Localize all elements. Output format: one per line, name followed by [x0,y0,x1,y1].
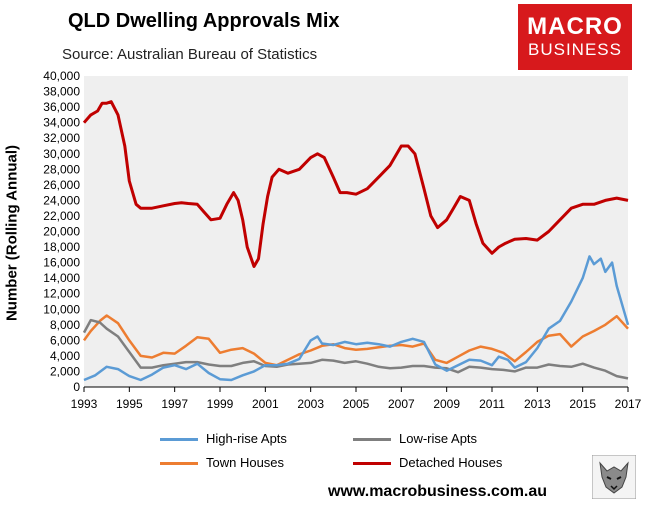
y-tick-label: 6,000 [50,333,80,347]
y-tick-label: 32,000 [43,131,80,145]
legend-swatch-low-rise [353,438,391,442]
series-line-high-rise-apts [83,255,630,382]
chart-source: Source: Australian Bureau of Statistics [62,46,318,63]
y-tick-label: 0 [73,380,80,394]
x-tick-label: 2013 [524,397,551,411]
x-tick-label: 1993 [71,397,98,411]
y-tick-label: 14,000 [43,271,80,285]
y-tick-label: 30,000 [43,147,80,161]
y-tick-label: 38,000 [43,85,80,99]
y-tick-label: 8,000 [50,318,80,332]
y-tick-label: 34,000 [43,116,80,130]
plot-area-background [84,76,628,387]
y-tick-label: 20,000 [43,225,80,239]
x-tick-label: 1997 [161,397,188,411]
logo-line2: BUSINESS [528,40,622,59]
x-tick-label: 1999 [207,397,234,411]
legend-item-high-rise: High-rise Apts [160,431,287,446]
y-tick-label: 36,000 [43,100,80,114]
logo-line1: MACRO [527,13,623,40]
y-tick-label: 18,000 [43,240,80,254]
y-tick-label: 12,000 [43,287,80,301]
legend-label-high-rise: High-rise Apts [206,431,287,446]
x-tick-label: 2015 [569,397,596,411]
y-tick-label: 16,000 [43,256,80,270]
macrobusiness-logo: MACRO BUSINESS [518,4,632,70]
wolf-logo-icon [592,455,636,499]
legend-label-low-rise: Low-rise Apts [399,431,478,446]
y-tick-label: 10,000 [43,302,80,316]
x-tick-label: 2001 [252,397,279,411]
legend-item-detached-houses: Detached Houses [353,455,502,470]
y-tick-label: 24,000 [43,193,80,207]
y-tick-label: 22,000 [43,209,80,223]
x-tick-label: 2017 [615,397,642,411]
legend-item-town-houses: Town Houses [160,455,284,470]
series-lines [82,100,630,382]
y-axis-ticks: 02,0004,0006,0008,00010,00012,00014,0001… [43,69,80,394]
x-tick-label: 1995 [116,397,143,411]
x-axis-ticks: 1993 1995 1997 1999 2001 2003 2005 2007 2009 2011… [71,387,642,411]
legend-swatch-high-rise [160,438,198,442]
series-line-detached-houses [82,100,629,268]
y-tick-label: 4,000 [50,349,80,363]
x-tick-label: 2011 [479,397,505,411]
y-tick-label: 40,000 [43,69,80,83]
y-tick-label: 2,000 [50,364,80,378]
legend-swatch-town-houses [160,462,198,466]
legend-swatch-detached-houses [353,462,391,466]
legend-label-town-houses: Town Houses [206,455,285,470]
y-tick-label: 26,000 [43,178,80,192]
x-tick-label: 2003 [297,397,324,411]
x-tick-label: 2007 [388,397,415,411]
chart-title: QLD Dwelling Approvals Mix [68,10,340,32]
x-tick-label: 2009 [433,397,460,411]
legend-label-detached-houses: Detached Houses [399,455,503,470]
website-url: www.macrobusiness.com.au [328,483,548,500]
y-tick-label: 28,000 [43,162,80,176]
series-line-low-rise-apts [82,318,629,380]
series-line-town-houses [82,314,629,367]
legend-item-low-rise: Low-rise Apts [353,431,477,446]
x-tick-label: 2005 [343,397,370,411]
